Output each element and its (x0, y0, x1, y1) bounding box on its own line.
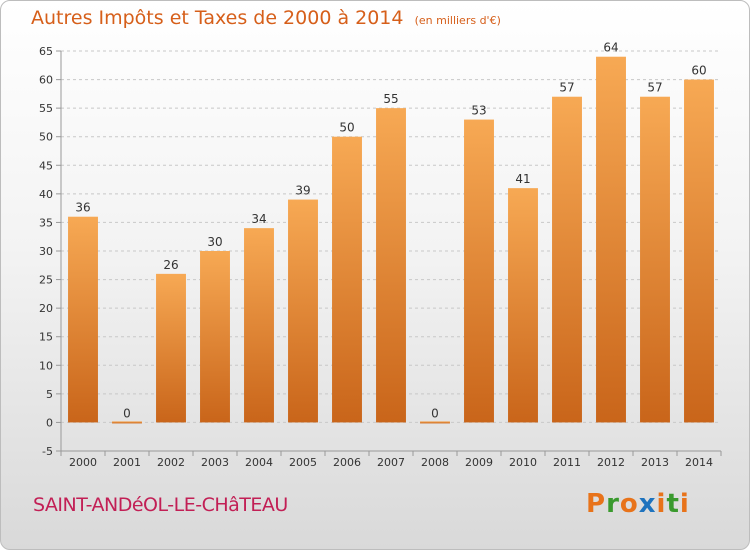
data-label-2011: 57 (559, 81, 574, 95)
x-tick-label: 2010 (509, 456, 537, 469)
logo-letter: o (619, 489, 639, 519)
bar-2009 (464, 119, 494, 423)
y-tick-label: 45 (39, 159, 53, 172)
logo-letter: P (586, 489, 607, 519)
data-label-2008: 0 (431, 406, 439, 420)
bar-2013 (640, 96, 670, 423)
x-tick-label: 2013 (641, 456, 669, 469)
bar-2006 (332, 136, 362, 423)
y-tick-label: 35 (39, 216, 53, 229)
data-label-2009: 53 (471, 104, 486, 118)
bar-2011 (552, 96, 582, 423)
x-tick-label: 2005 (289, 456, 317, 469)
bar-2000 (68, 216, 98, 423)
data-label-2003: 30 (207, 235, 222, 249)
x-tick-label: 2012 (597, 456, 625, 469)
bar-2014 (684, 79, 714, 423)
x-tick-label: 2006 (333, 456, 361, 469)
x-tick-label: 2011 (553, 456, 581, 469)
y-tick-label: 20 (39, 302, 53, 315)
bar-2001 (112, 421, 142, 424)
data-label-2013: 57 (647, 81, 662, 95)
proxiti-logo: Proxiti (586, 489, 690, 519)
y-tick-label: 25 (39, 274, 53, 287)
y-tick-label: 65 (39, 45, 53, 58)
data-label-2002: 26 (163, 258, 178, 272)
bar-2002 (156, 273, 186, 423)
unit-text: (en milliers d'€) (414, 14, 501, 27)
bar-2004 (244, 228, 274, 423)
axes: -5 0 5 10 15 20 25 30 35 40 45 50 55 60 65 2000 2001 2002… (39, 45, 722, 469)
data-label-2010: 41 (515, 172, 530, 186)
data-label-2004: 34 (251, 212, 266, 226)
y-tick-label: -5 (42, 445, 53, 458)
data-label-2007: 55 (383, 92, 398, 106)
data-label-2000: 36 (75, 201, 90, 215)
logo-letter: x (638, 489, 657, 519)
bar-2005 (288, 199, 318, 423)
y-tick-label: 40 (39, 188, 53, 201)
bars: 36 0 26 30 34 39 50 55 0 53 41 57 64 57 60 (68, 41, 714, 424)
x-tick-label: 2007 (377, 456, 405, 469)
place-name: SAINT-ANDéOL-LE-CHâTEAU (33, 494, 288, 516)
data-label-2005: 39 (295, 184, 310, 198)
chart-title: Autres Impôts et Taxes de 2000 à 2014 (e… (31, 7, 501, 29)
x-tick-label: 2000 (69, 456, 97, 469)
bar-2003 (200, 251, 230, 423)
y-tick-label: 55 (39, 102, 53, 115)
y-tick-label: 60 (39, 74, 53, 87)
x-tick-label: 2001 (113, 456, 141, 469)
title-text: Autres Impôts et Taxes de 2000 à 2014 (31, 7, 404, 29)
bar-2012 (596, 56, 626, 423)
x-tick-label: 2002 (157, 456, 185, 469)
bar-2007 (376, 108, 406, 423)
x-tick-label: 2004 (245, 456, 273, 469)
data-label-2006: 50 (339, 121, 354, 135)
bar-2008 (420, 421, 450, 424)
data-label-2014: 60 (691, 64, 706, 78)
bar-2010 (508, 188, 538, 423)
y-tick-label: 10 (39, 359, 53, 372)
logo-letter: i (656, 489, 667, 519)
data-label-2012: 64 (603, 41, 618, 55)
x-tick-label: 2008 (421, 456, 449, 469)
y-tick-label: 15 (39, 331, 53, 344)
x-tick-label: 2003 (201, 456, 229, 469)
x-tick-label: 2009 (465, 456, 493, 469)
y-tick-label: 5 (46, 388, 53, 401)
y-tick-label: 30 (39, 245, 53, 258)
data-label-2001: 0 (123, 406, 131, 420)
logo-letter: r (606, 489, 620, 519)
y-tick-label: 0 (46, 416, 53, 429)
logo-letter: i (679, 489, 690, 519)
logo-letter: t (666, 489, 680, 519)
y-tick-label: 50 (39, 131, 53, 144)
x-tick-label: 2014 (685, 456, 713, 469)
